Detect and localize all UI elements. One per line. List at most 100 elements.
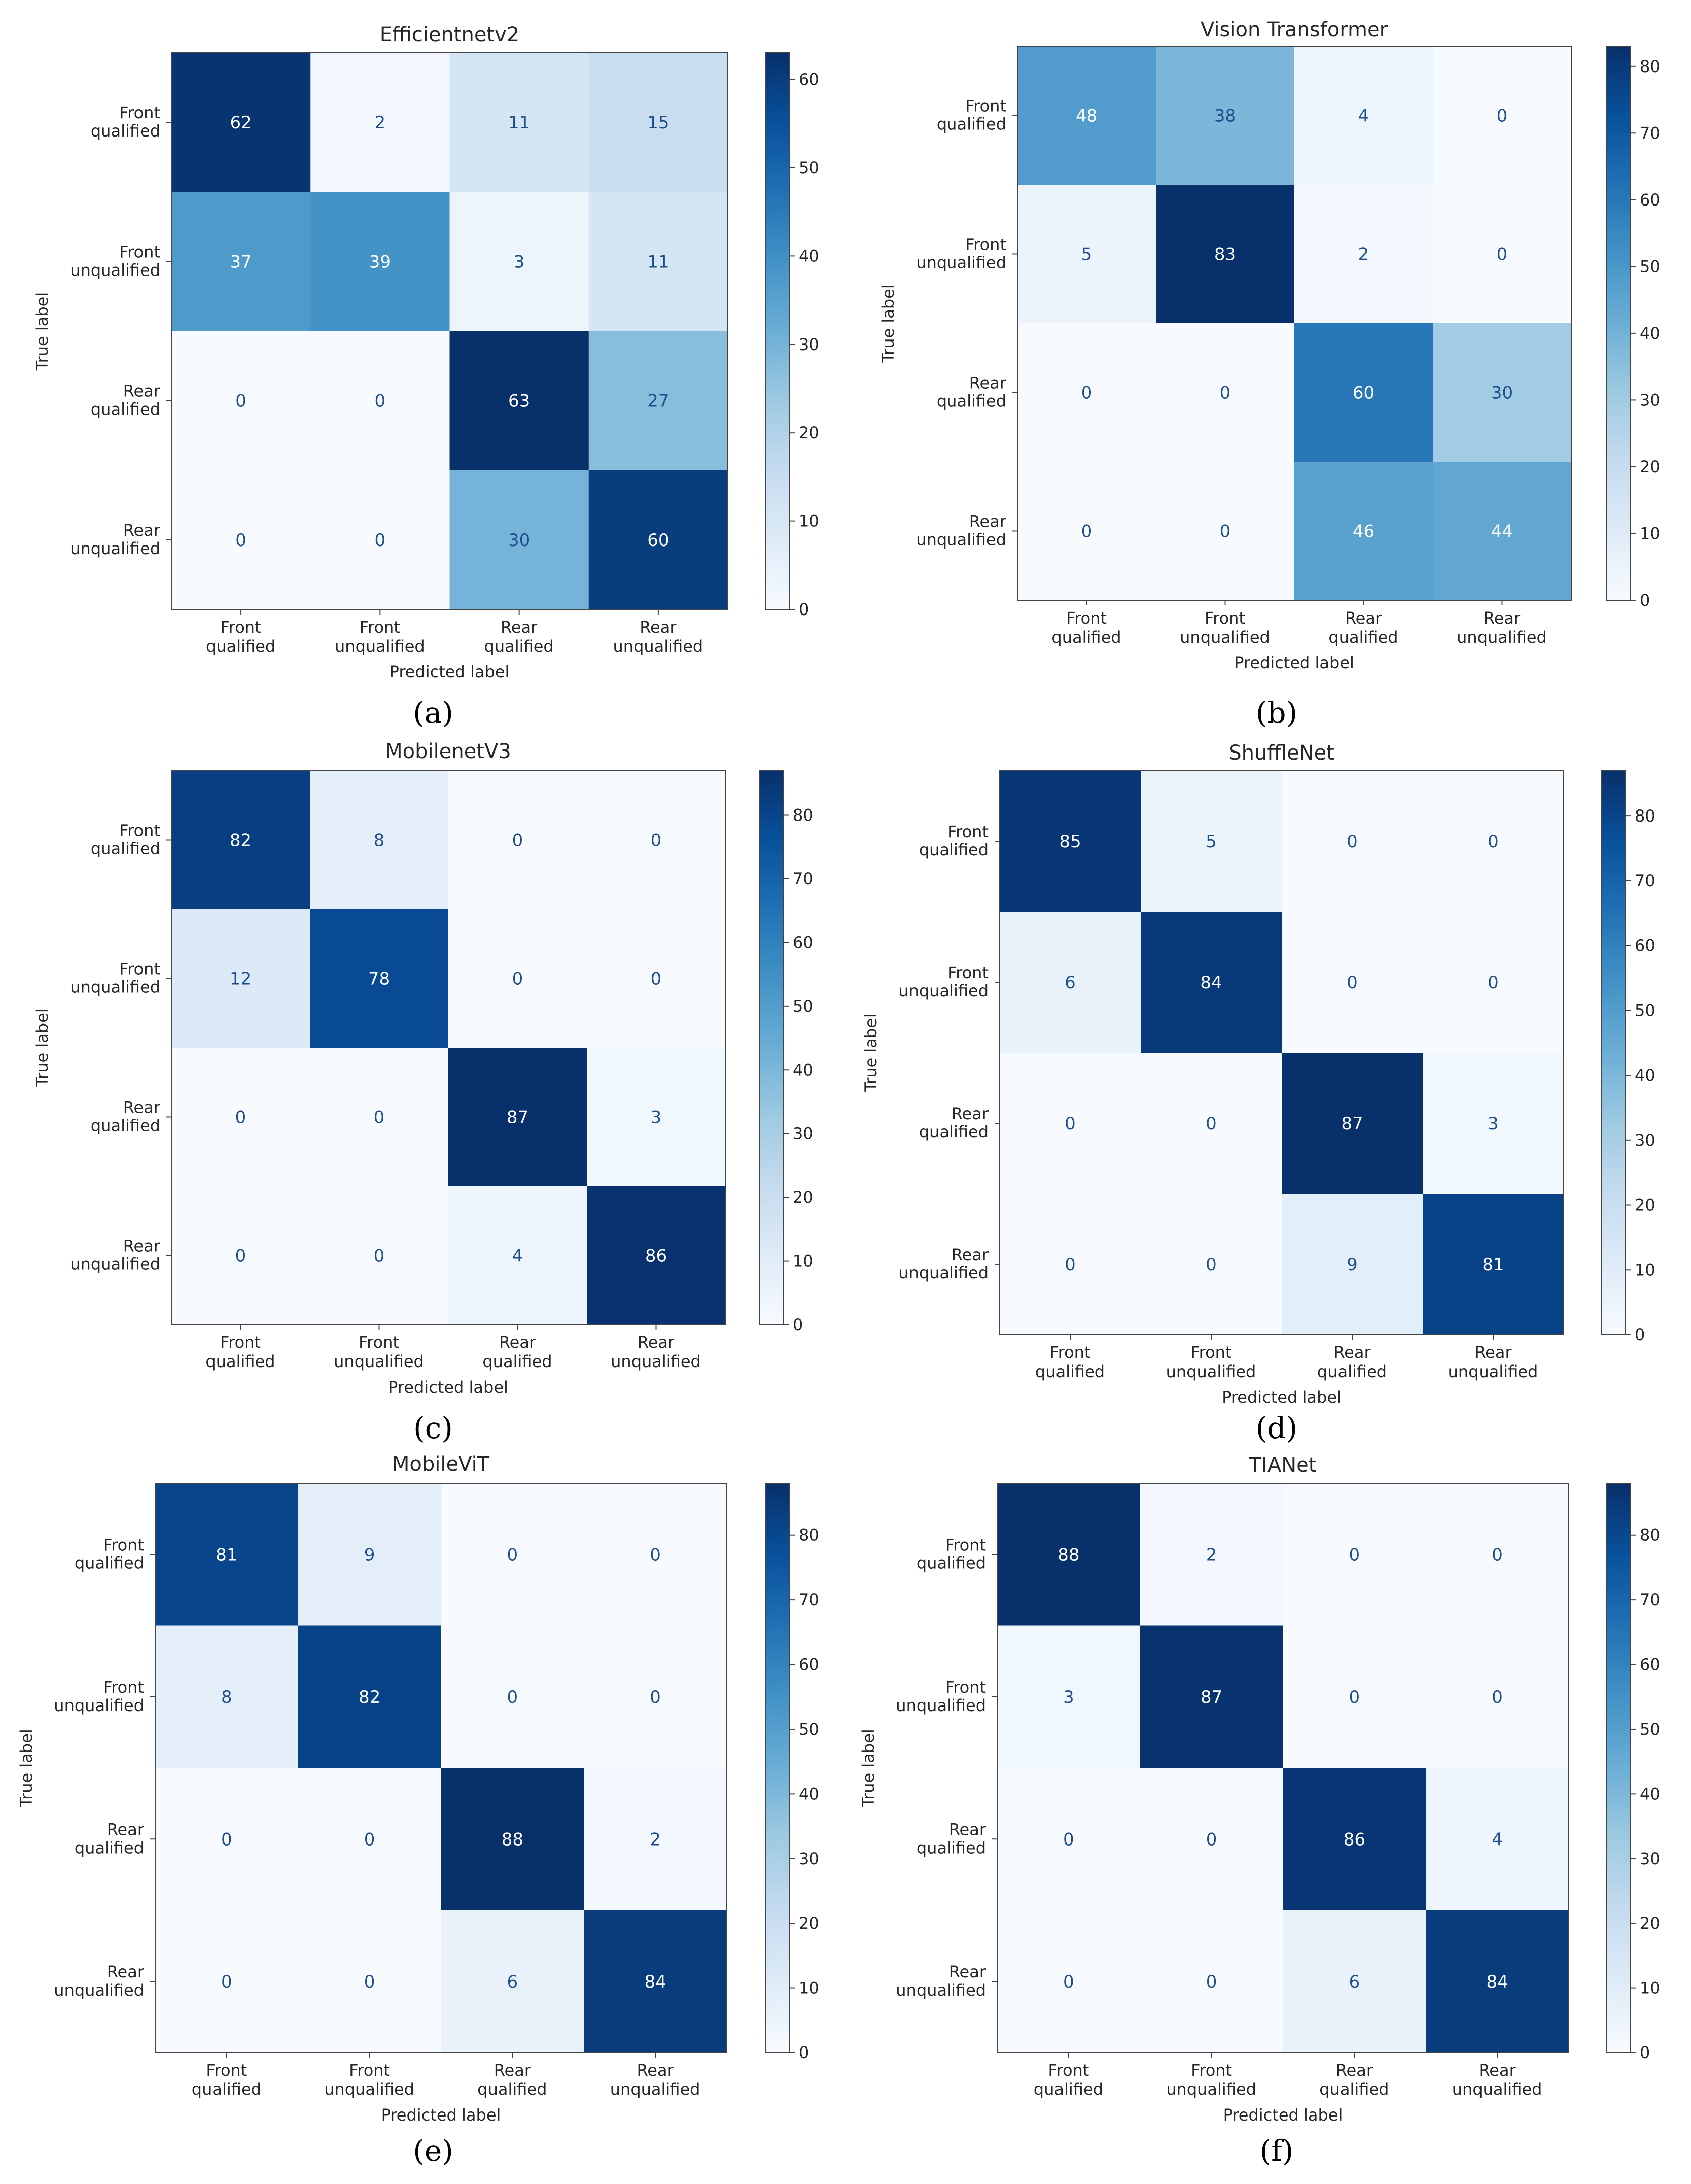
x-tick-label-line: unqualified (1457, 628, 1547, 647)
x-tick-label: Front unqualified (1180, 608, 1270, 647)
colorbar-tick-label: 80 (1640, 57, 1660, 76)
matrix-cell (1433, 462, 1572, 601)
cell-value-label: 3 (651, 1108, 662, 1128)
matrix-cell (1294, 462, 1433, 601)
cell-value-label: 0 (1081, 383, 1092, 403)
y-tick-label: Rear qualified (917, 1820, 987, 1857)
x-tick-label-line: unqualified (1166, 1362, 1256, 1381)
cell-value-label: 5 (1081, 245, 1092, 265)
matrix-cell (1141, 912, 1282, 1053)
cell-value-label: 4 (1358, 106, 1369, 126)
matrix-cell (588, 470, 728, 610)
matrix-cell (298, 1483, 441, 1626)
matrix-cell (155, 1768, 299, 1910)
x-tick-label-line: unqualified (335, 637, 425, 656)
matrix-cell (298, 1625, 441, 1768)
cell-value-label: 3 (514, 252, 525, 272)
x-tick-label-line: unqualified (611, 1352, 701, 1371)
y-tick-label: Front unqualified (54, 1678, 144, 1715)
y-tick-label-line: Front (948, 822, 989, 841)
matrix-cell (1141, 771, 1282, 912)
x-tick-label: Front qualified (1034, 2061, 1103, 2099)
cell-value-label: 0 (1488, 832, 1499, 852)
cell-value-label: 0 (1349, 1687, 1360, 1708)
matrix-cell (1140, 1625, 1283, 1768)
x-tick-label-line: Front (1205, 608, 1245, 628)
x-tick-label-line: Front (1050, 1343, 1091, 1362)
colorbar-tick-label: 0 (1635, 1325, 1645, 1344)
x-tick-label-line: qualified (1317, 1362, 1387, 1381)
x-tick-label-line: Rear (1336, 2061, 1373, 2080)
y-tick-label: Rear unqualified (916, 512, 1007, 550)
matrix-cell (171, 1186, 310, 1325)
cell-value-label: 2 (1358, 245, 1369, 265)
matrix-cell (587, 771, 726, 910)
matrix-cell (310, 771, 449, 910)
cell-value-label: 3 (1063, 1687, 1074, 1708)
cell-value-label: 0 (375, 391, 386, 412)
matrix-cell (1423, 771, 1564, 912)
cell-value-label: 2 (375, 113, 386, 133)
matrix-cell (310, 470, 450, 610)
x-tick-label-line: unqualified (324, 2080, 414, 2099)
y-tick-label-line: qualified (919, 1122, 989, 1141)
cell-value-label: 63 (508, 391, 530, 412)
y-tick-label-line: Front (948, 963, 989, 982)
colorbar-tick-label: 30 (1640, 1849, 1660, 1868)
y-tick-label-line: qualified (75, 1838, 144, 1857)
x-tick-label-line: Front (1048, 2061, 1089, 2080)
cell-value-label: 46 (1353, 522, 1374, 542)
y-axis-label: True label (861, 1013, 880, 1093)
y-tick-label-line: qualified (917, 1838, 986, 1857)
matrix-cell (310, 331, 450, 471)
matrix-cell (441, 1768, 584, 1910)
matrix-cell (1433, 185, 1572, 324)
y-tick-label-line: Front (945, 1535, 986, 1554)
y-tick-label-line: Rear (123, 1237, 161, 1256)
x-axis-label: Predicted label (1222, 1388, 1342, 1407)
cell-value-label: 5 (1206, 832, 1217, 852)
colorbar-tick-label: 40 (1640, 324, 1660, 343)
y-tick-label-line: Front (945, 1678, 986, 1697)
y-tick-label-line: Rear (123, 521, 161, 540)
cell-value-label: 12 (230, 969, 251, 989)
cell-value-label: 30 (1491, 383, 1513, 403)
y-tick-label: Rear unqualified (896, 1962, 987, 2000)
matrix-cell (1426, 1625, 1569, 1768)
matrix-cell (171, 909, 310, 1048)
cell-value-label: 82 (359, 1687, 380, 1708)
x-tick-label-line: Front (220, 1333, 261, 1352)
y-axis-label: True label (17, 1729, 36, 1808)
colorbar-tick-label: 0 (799, 600, 809, 619)
x-tick-label-line: unqualified (1448, 1362, 1538, 1381)
y-tick-label: Rear unqualified (70, 521, 161, 558)
colorbar-tick-label: 30 (1635, 1131, 1655, 1150)
matrix-cell (1156, 46, 1295, 185)
cell-value-label: 48 (1076, 106, 1097, 126)
y-tick-label-line: qualified (917, 1553, 986, 1573)
cell-value-label: 0 (235, 391, 246, 412)
matrix-cell (1282, 1053, 1423, 1194)
colorbar-tick-label: 10 (1640, 524, 1660, 543)
y-tick-label: Rear qualified (75, 1820, 145, 1857)
x-axis-label: Predicted label (1223, 2105, 1343, 2125)
cell-value-label: 0 (1081, 522, 1092, 542)
x-tick-label: Front qualified (1051, 608, 1121, 647)
y-tick-label: Rear qualified (919, 1104, 989, 1141)
colorbar (1606, 46, 1631, 601)
panel-caption: (e) (413, 2134, 453, 2168)
matrix-frame (171, 52, 728, 610)
matrix-cell (1017, 323, 1156, 462)
x-tick-label: Rear qualified (1328, 608, 1398, 647)
x-tick-label: Front unqualified (1166, 2061, 1256, 2099)
x-axis-label: Predicted label (381, 2105, 501, 2125)
matrix-cell (1283, 1910, 1426, 2053)
x-tick-label-line: Rear (638, 1333, 675, 1352)
matrix-cell (155, 1625, 299, 1768)
colorbar-tick-label: 10 (1640, 1978, 1660, 1998)
chart-title: Vision Transformer (1201, 18, 1388, 41)
y-tick-label-line: Front (103, 1535, 144, 1554)
x-tick-label: Front unqualified (335, 618, 425, 656)
matrix-cell (1294, 185, 1433, 324)
